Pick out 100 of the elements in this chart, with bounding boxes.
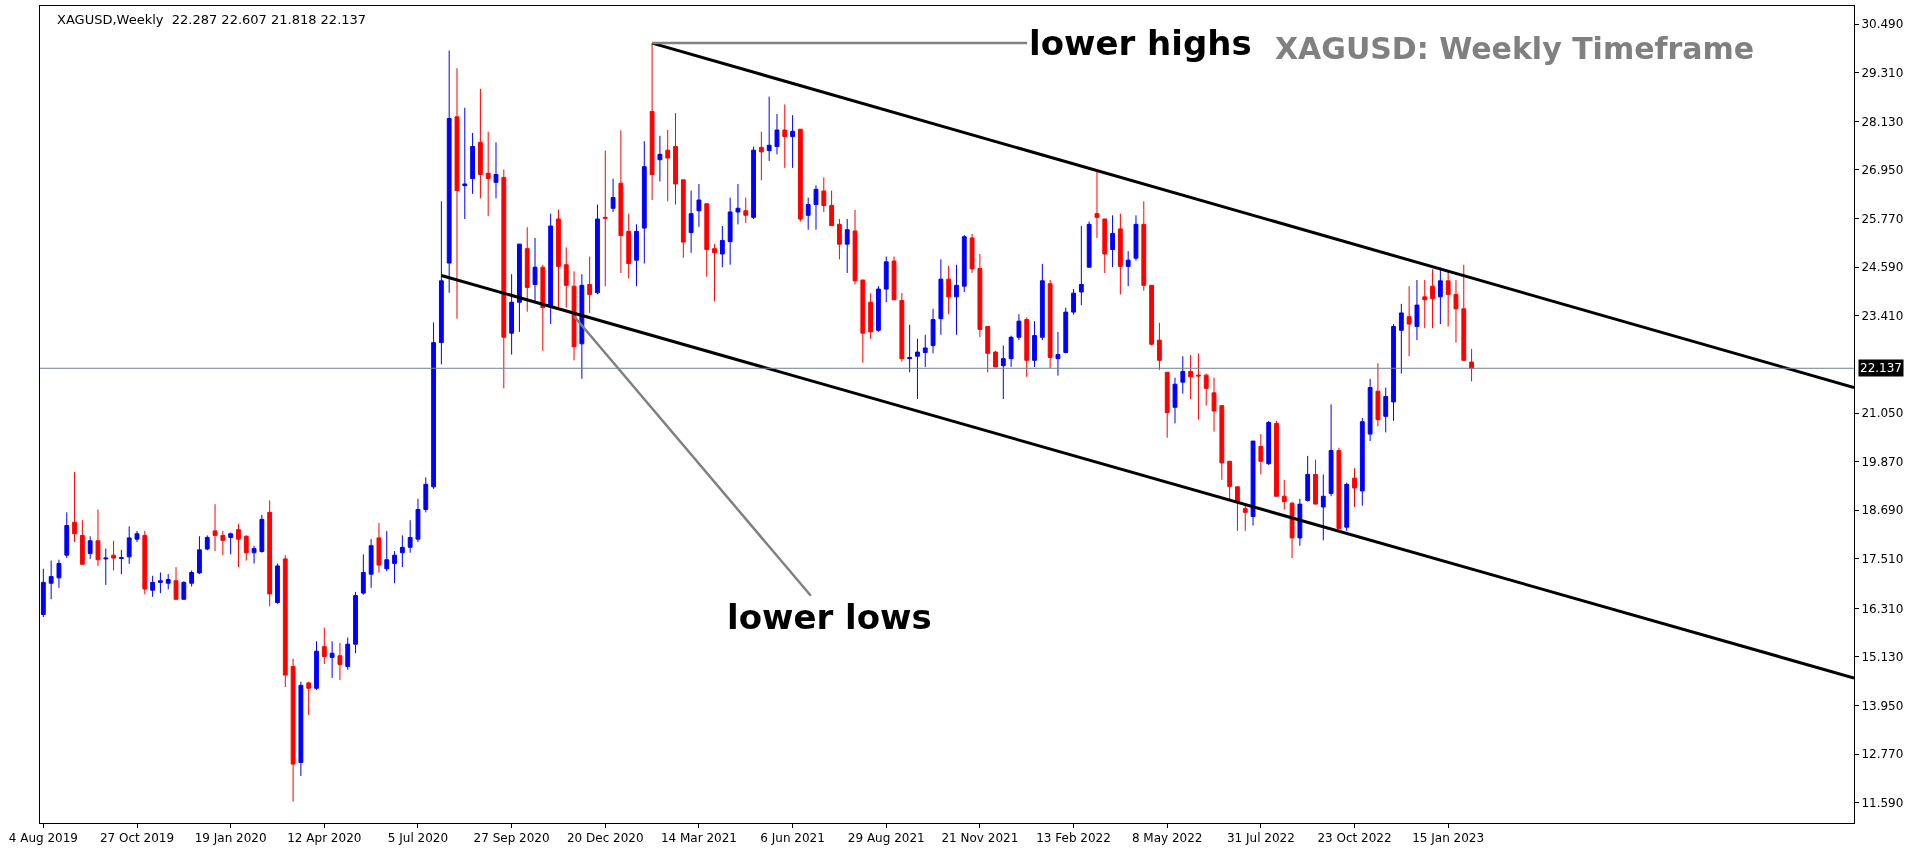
candlestick	[540, 264, 546, 352]
candlestick	[376, 522, 382, 573]
candlestick	[64, 511, 70, 559]
candlestick	[407, 519, 413, 554]
candlestick	[766, 96, 772, 162]
candlestick	[719, 225, 725, 268]
candlestick	[844, 218, 850, 274]
candlestick	[626, 213, 632, 279]
candlestick	[1297, 498, 1303, 547]
candlestick	[126, 525, 132, 565]
candlestick	[399, 534, 405, 568]
candlestick	[758, 131, 764, 181]
candlestick	[501, 169, 507, 389]
candlestick	[1242, 503, 1248, 532]
candlestick	[462, 107, 468, 220]
candlestick	[134, 530, 140, 543]
candlestick	[1391, 323, 1396, 422]
candlestick	[774, 113, 780, 155]
candlestick	[524, 226, 530, 313]
y-tick-label: 29.310	[1861, 65, 1904, 80]
candlestick	[1367, 378, 1373, 442]
candlestick	[165, 573, 171, 590]
y-tick-label: 24.590	[1861, 260, 1904, 275]
candlestick	[805, 197, 811, 231]
candlestick	[930, 308, 936, 354]
candlestick	[360, 553, 366, 596]
candlestick	[595, 204, 600, 295]
candlestick	[610, 178, 616, 213]
candlestick	[290, 658, 296, 803]
candlestick	[790, 114, 795, 169]
candlestick	[704, 203, 710, 278]
candlestick	[1024, 316, 1030, 378]
candlestick	[969, 233, 975, 274]
candlestick	[368, 538, 374, 589]
candlestick	[1055, 331, 1061, 377]
candlestick	[1328, 403, 1334, 497]
candlestick	[470, 132, 476, 195]
candlestick	[899, 292, 905, 363]
x-tick-label: 6 Jun 2021	[760, 831, 825, 846]
candlestick	[657, 135, 663, 183]
candlestick	[587, 256, 593, 314]
candlestick	[150, 575, 156, 598]
x-tick-label: 19 Jan 2020	[194, 831, 267, 846]
candlestick	[493, 141, 499, 199]
y-tick-label: 17.510	[1861, 552, 1904, 567]
candlestick	[1117, 213, 1123, 295]
candlestick	[282, 554, 288, 688]
candlestick	[797, 128, 803, 222]
candlestick	[1000, 344, 1006, 400]
candlestick	[1344, 482, 1350, 532]
candlestick	[275, 562, 280, 605]
candlestick	[673, 112, 678, 206]
ref-line-label: 22.137	[1860, 361, 1902, 375]
x-tick-label: 23 Oct 2022	[1317, 831, 1392, 846]
candlestick	[1016, 313, 1022, 341]
candlestick	[977, 253, 983, 338]
candlestick	[181, 580, 187, 601]
y-tick-label: 16.310	[1861, 601, 1904, 616]
candlestick	[1078, 225, 1084, 306]
candlestick	[329, 640, 335, 679]
candlestick	[1453, 279, 1459, 344]
candlestick	[314, 640, 319, 691]
candlestick	[1086, 220, 1092, 268]
candlestick	[993, 350, 998, 368]
candlestick	[634, 223, 639, 287]
x-tick-label: 31 Jul 2022	[1226, 831, 1295, 846]
candlestick	[891, 256, 897, 301]
candlestick	[563, 246, 569, 309]
candlestick	[485, 131, 491, 217]
candlestick	[1320, 473, 1326, 541]
x-tick-label: 14 Mar 2021	[660, 831, 737, 846]
candlestick	[345, 637, 351, 671]
candlestick	[1469, 348, 1474, 382]
candlestick	[1203, 373, 1209, 407]
candlestick	[946, 265, 952, 315]
candlestick	[438, 200, 444, 365]
candlestick	[618, 129, 624, 274]
candlestick	[922, 334, 928, 368]
candlestick	[111, 540, 116, 571]
candlestick	[712, 243, 717, 302]
candlestick	[1032, 320, 1037, 368]
text: XAGUSD: Weekly Timeframe	[1274, 31, 1755, 67]
candlestick	[158, 572, 163, 594]
y-tick-label: 15.130	[1861, 650, 1904, 665]
candlestick	[228, 532, 234, 555]
candlestick	[1461, 264, 1467, 361]
y-tick-label: 26.950	[1861, 163, 1904, 178]
y-tick-label: 25.770	[1861, 211, 1904, 226]
candlestick	[829, 190, 835, 227]
candlestick	[189, 569, 195, 588]
candlestick	[1281, 479, 1287, 510]
candlestick	[915, 338, 920, 400]
x-tick-label: 29 Aug 2021	[847, 831, 925, 846]
candlestick	[821, 176, 827, 213]
candlestick	[1274, 420, 1279, 497]
y-tick-label: 18.690	[1861, 503, 1904, 518]
annotation: lower highs	[1029, 23, 1252, 63]
candlestick	[751, 145, 756, 220]
candlestick	[56, 559, 62, 589]
candlestick	[48, 560, 54, 600]
